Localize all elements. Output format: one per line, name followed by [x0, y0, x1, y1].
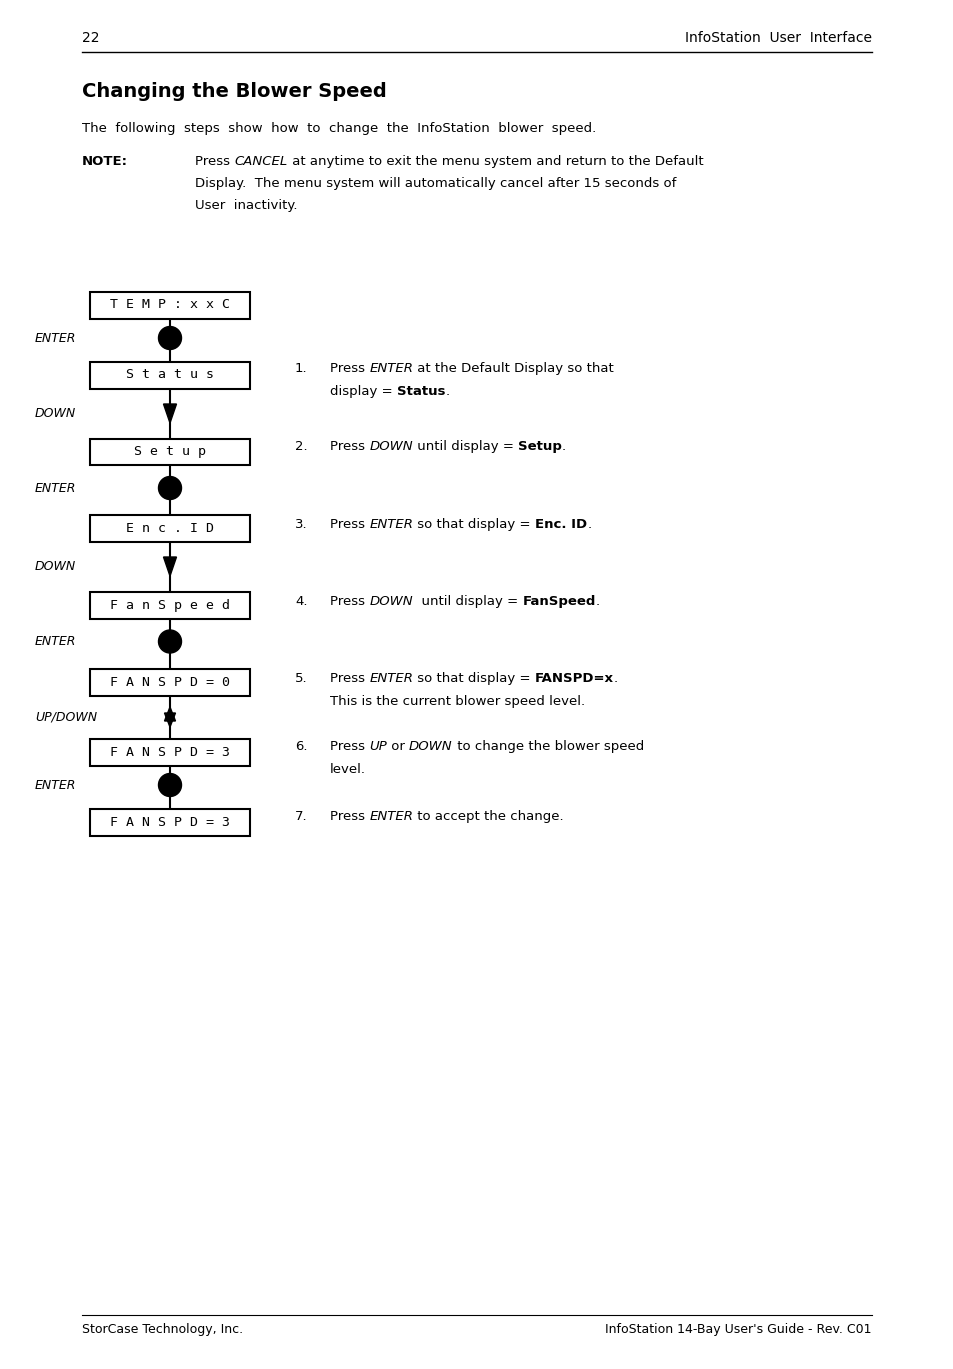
Text: This is the current blower speed level.: This is the current blower speed level. — [330, 695, 584, 708]
Polygon shape — [164, 713, 175, 727]
Text: DOWN: DOWN — [35, 407, 76, 420]
Text: ENTER: ENTER — [35, 331, 76, 345]
Circle shape — [158, 630, 181, 653]
Text: UP: UP — [369, 741, 387, 753]
Text: Press: Press — [330, 741, 369, 753]
Text: S t a t u s: S t a t u s — [126, 368, 213, 382]
Text: Display.  The menu system will automatically cancel after 15 seconds of: Display. The menu system will automatica… — [194, 177, 676, 190]
Text: ENTER: ENTER — [369, 810, 413, 823]
Text: ENTER: ENTER — [369, 672, 413, 684]
Text: Press: Press — [330, 439, 369, 453]
Text: 7.: 7. — [294, 810, 307, 823]
Text: to accept the change.: to accept the change. — [413, 810, 563, 823]
Text: S e t u p: S e t u p — [133, 445, 206, 459]
Text: .: . — [561, 439, 565, 453]
Text: 1.: 1. — [294, 361, 307, 375]
Polygon shape — [164, 706, 175, 721]
Text: ENTER: ENTER — [35, 779, 76, 791]
Text: Press: Press — [330, 596, 369, 608]
Text: T E M P : x x C: T E M P : x x C — [110, 298, 230, 312]
Text: at anytime to exit the menu system and return to the Default: at anytime to exit the menu system and r… — [287, 155, 702, 168]
Text: User  inactivity.: User inactivity. — [194, 199, 297, 212]
Text: or: or — [387, 741, 409, 753]
Bar — [90, 438, 250, 465]
Text: DOWN: DOWN — [369, 439, 413, 453]
Bar — [90, 515, 250, 542]
Bar — [90, 668, 250, 695]
Bar — [90, 809, 250, 835]
Polygon shape — [163, 404, 176, 423]
Text: 22: 22 — [82, 31, 99, 45]
Text: The  following  steps  show  how  to  change  the  InfoStation  blower  speed.: The following steps show how to change t… — [82, 122, 596, 136]
Text: Changing the Blower Speed: Changing the Blower Speed — [82, 82, 386, 101]
Text: DOWN: DOWN — [35, 560, 76, 574]
Text: so that display =: so that display = — [413, 517, 535, 531]
Text: 5.: 5. — [294, 672, 307, 684]
Text: until display =: until display = — [413, 596, 521, 608]
Text: so that display =: so that display = — [413, 672, 535, 684]
Circle shape — [158, 773, 181, 797]
Text: DOWN: DOWN — [369, 596, 413, 608]
Bar — [90, 591, 250, 619]
Bar — [90, 292, 250, 319]
Text: Press: Press — [330, 361, 369, 375]
Text: to change the blower speed: to change the blower speed — [453, 741, 643, 753]
Text: ENTER: ENTER — [369, 517, 413, 531]
Text: UP/DOWN: UP/DOWN — [35, 711, 97, 723]
Text: Press: Press — [330, 517, 369, 531]
Text: Press: Press — [194, 155, 234, 168]
Bar — [90, 738, 250, 765]
Text: Setup: Setup — [517, 439, 561, 453]
Text: 2.: 2. — [294, 439, 307, 453]
Text: Press: Press — [330, 672, 369, 684]
Circle shape — [158, 476, 181, 500]
Text: ENTER: ENTER — [369, 361, 413, 375]
Text: at the Default Display so that: at the Default Display so that — [413, 361, 614, 375]
Text: 6.: 6. — [294, 741, 307, 753]
Text: InfoStation  User  Interface: InfoStation User Interface — [684, 31, 871, 45]
Text: 4.: 4. — [294, 596, 307, 608]
Bar — [90, 361, 250, 389]
Text: display =: display = — [330, 385, 396, 398]
Text: CANCEL: CANCEL — [234, 155, 287, 168]
Text: FanSpeed: FanSpeed — [521, 596, 595, 608]
Text: F A N S P D = 3: F A N S P D = 3 — [110, 746, 230, 758]
Text: Status: Status — [396, 385, 445, 398]
Text: .: . — [586, 517, 591, 531]
Circle shape — [158, 326, 181, 349]
Text: F A N S P D = 0: F A N S P D = 0 — [110, 675, 230, 689]
Text: Enc. ID: Enc. ID — [535, 517, 586, 531]
Text: ENTER: ENTER — [35, 482, 76, 494]
Text: FANSPD=x: FANSPD=x — [535, 672, 614, 684]
Text: InfoStation 14-Bay User's Guide - Rev. C01: InfoStation 14-Bay User's Guide - Rev. C… — [605, 1322, 871, 1336]
Text: F A N S P D = 3: F A N S P D = 3 — [110, 816, 230, 828]
Text: .: . — [614, 672, 618, 684]
Text: NOTE:: NOTE: — [82, 155, 128, 168]
Text: F a n S p e e d: F a n S p e e d — [110, 598, 230, 612]
Text: DOWN: DOWN — [409, 741, 453, 753]
Text: .: . — [445, 385, 449, 398]
Text: 3.: 3. — [294, 517, 307, 531]
Text: Press: Press — [330, 810, 369, 823]
Text: ENTER: ENTER — [35, 635, 76, 648]
Text: level.: level. — [330, 763, 366, 776]
Text: E n c . I D: E n c . I D — [126, 522, 213, 534]
Text: StorCase Technology, Inc.: StorCase Technology, Inc. — [82, 1322, 243, 1336]
Polygon shape — [163, 557, 176, 576]
Text: .: . — [595, 596, 599, 608]
Text: until display =: until display = — [413, 439, 517, 453]
